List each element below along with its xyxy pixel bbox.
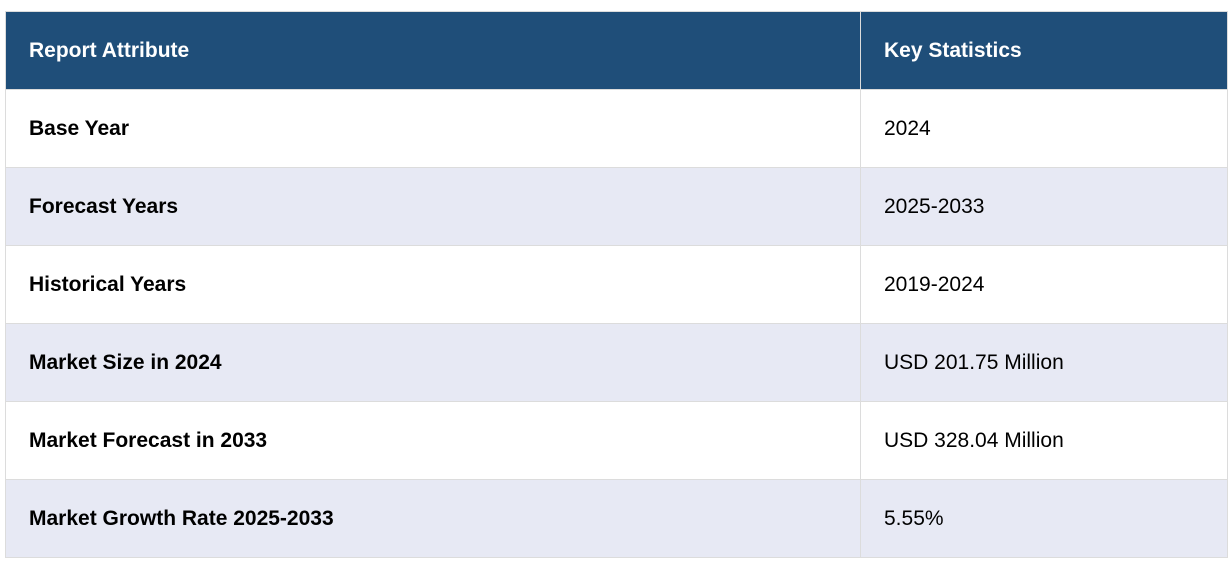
table-row: Market Growth Rate 2025-2033 5.55% <box>5 479 1228 558</box>
header-key-statistics: Key Statistics <box>860 11 1228 90</box>
report-table-container: Report Attribute Key Statistics Base Yea… <box>5 11 1228 558</box>
table-header-row: Report Attribute Key Statistics <box>5 11 1228 90</box>
row-statistic-value: 5.55% <box>860 479 1228 558</box>
table-row: Market Forecast in 2033 USD 328.04 Milli… <box>5 401 1228 480</box>
row-statistic-value: 2019-2024 <box>860 245 1228 324</box>
row-statistic-value: 2024 <box>860 89 1228 168</box>
table-row: Historical Years 2019-2024 <box>5 245 1228 324</box>
row-statistic-value: USD 328.04 Million <box>860 401 1228 480</box>
row-attribute-label: Market Size in 2024 <box>5 323 861 402</box>
row-attribute-label: Forecast Years <box>5 167 861 246</box>
row-attribute-label: Market Growth Rate 2025-2033 <box>5 479 861 558</box>
row-attribute-label: Market Forecast in 2033 <box>5 401 861 480</box>
table-row: Market Size in 2024 USD 201.75 Million <box>5 323 1228 402</box>
table-row: Forecast Years 2025-2033 <box>5 167 1228 246</box>
row-statistic-value: USD 201.75 Million <box>860 323 1228 402</box>
row-attribute-label: Historical Years <box>5 245 861 324</box>
row-attribute-label: Base Year <box>5 89 861 168</box>
header-report-attribute: Report Attribute <box>5 11 861 90</box>
row-statistic-value: 2025-2033 <box>860 167 1228 246</box>
table-row: Base Year 2024 <box>5 89 1228 168</box>
report-attributes-table: Report Attribute Key Statistics Base Yea… <box>5 11 1228 558</box>
